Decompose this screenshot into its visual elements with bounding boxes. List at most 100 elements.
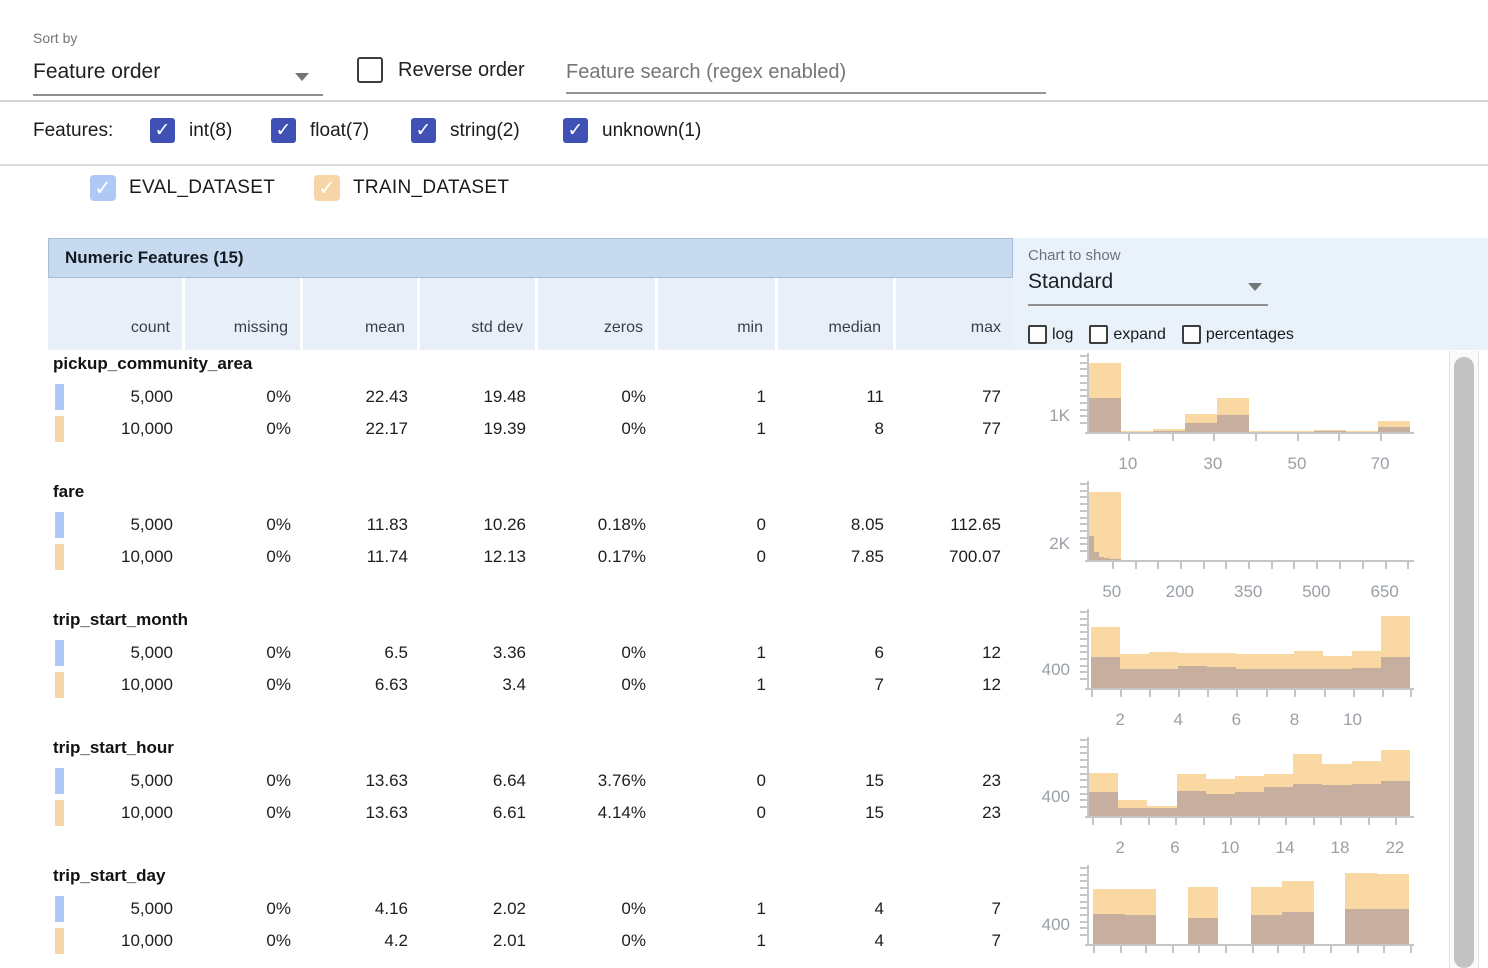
x-axis-tick bbox=[1091, 690, 1094, 697]
chevron-down-icon bbox=[1248, 283, 1262, 291]
dataset-color-chip bbox=[55, 416, 64, 442]
feature-stats-row: 5,000 0% 13.63 6.64 3.76% 0 15 23 bbox=[48, 766, 1013, 796]
stat-cell: 0% bbox=[621, 643, 646, 662]
histogram-bar bbox=[1377, 426, 1410, 432]
stat-cell: 0% bbox=[621, 387, 646, 406]
x-axis-tick bbox=[1410, 946, 1412, 953]
x-axis-tick bbox=[1225, 946, 1228, 953]
stat-cell: 3.4 bbox=[502, 675, 526, 694]
feature-stats-row: 10,000 0% 4.2 2.01 0% 1 4 7 bbox=[48, 926, 1013, 956]
x-axis-tick bbox=[1254, 434, 1257, 441]
feature-block-fare: fare 5,000 0% 11.83 10.26 0.18% 0 8.05 112.65 10,… bbox=[48, 480, 1013, 608]
x-axis-tick-label: 30 bbox=[1203, 454, 1223, 473]
stat-cell: 77 bbox=[982, 419, 1001, 438]
y-axis-tick bbox=[1080, 920, 1087, 923]
log-checkbox[interactable] bbox=[1028, 325, 1047, 344]
eval-dataset-checkbox[interactable] bbox=[90, 175, 116, 201]
y-axis-tick bbox=[1080, 799, 1087, 802]
stat-cell: 0 bbox=[756, 515, 766, 534]
column-header-max: max bbox=[896, 278, 1013, 350]
y-axis bbox=[1087, 609, 1089, 688]
stat-cell: 23 bbox=[982, 771, 1001, 790]
sort-by-select[interactable]: Feature order bbox=[33, 58, 323, 96]
histogram-bar bbox=[1345, 431, 1378, 432]
y-axis-tick bbox=[1080, 880, 1087, 883]
histogram-bar bbox=[1294, 668, 1323, 688]
stat-cell: 0 bbox=[756, 803, 766, 822]
dataset-toggle-train: TRAIN_DATASET bbox=[314, 175, 509, 201]
feature-name: trip_start_month bbox=[53, 610, 189, 629]
y-axis-tick bbox=[1080, 529, 1087, 532]
x-axis-tick bbox=[1236, 690, 1239, 697]
chart-option-percentages: percentages bbox=[1181, 325, 1294, 344]
y-axis-tick bbox=[1080, 927, 1087, 930]
stat-cell: 0% bbox=[621, 419, 646, 438]
column-header-median: median bbox=[778, 278, 893, 350]
stat-cell: 0% bbox=[266, 387, 291, 406]
x-axis-tick bbox=[1277, 946, 1280, 953]
train-dataset-checkbox[interactable] bbox=[314, 175, 340, 201]
x-axis-tick bbox=[1120, 690, 1123, 697]
float-checkbox[interactable] bbox=[271, 118, 296, 143]
y-axis-tick bbox=[1080, 617, 1087, 620]
reverse-order-control: Reverse order bbox=[357, 57, 525, 83]
stat-cell: 19.48 bbox=[483, 387, 526, 406]
x-axis-tick bbox=[1127, 434, 1130, 441]
x-axis-tick bbox=[1381, 690, 1384, 697]
train-dataset-label: TRAIN_DATASET bbox=[353, 177, 510, 198]
int-checkbox[interactable] bbox=[150, 118, 175, 143]
y-axis-tick bbox=[1080, 381, 1087, 384]
histogram-bar bbox=[1251, 914, 1282, 944]
x-axis-tick bbox=[1338, 434, 1341, 441]
y-axis-tick bbox=[1080, 893, 1087, 896]
y-axis-label: 1K bbox=[1049, 405, 1070, 425]
column-header-missing: missing bbox=[185, 278, 300, 350]
y-axis-tick bbox=[1080, 772, 1087, 775]
dataset-color-chip bbox=[55, 800, 64, 826]
x-axis-tick bbox=[1091, 818, 1094, 825]
x-axis-tick bbox=[1134, 562, 1137, 569]
stat-cell: 6.63 bbox=[374, 675, 408, 694]
x-axis-tick bbox=[1172, 434, 1175, 441]
y-axis-tick bbox=[1080, 523, 1087, 526]
x-axis-tick bbox=[1157, 562, 1160, 569]
dataset-color-chip bbox=[55, 896, 64, 922]
stat-cell: 0% bbox=[266, 675, 291, 694]
x-axis-tick-label: 10 bbox=[1118, 454, 1138, 473]
string-checkbox[interactable] bbox=[411, 118, 436, 143]
stat-cell: 8.05 bbox=[850, 515, 884, 534]
stat-cell: 5,000 bbox=[48, 382, 185, 412]
histogram-bar bbox=[1265, 668, 1295, 688]
x-axis-tick bbox=[1172, 946, 1175, 953]
unknown-checkbox[interactable] bbox=[563, 118, 588, 143]
y-axis-tick bbox=[1080, 516, 1087, 519]
stat-cell: 3.36 bbox=[492, 643, 526, 662]
chart-type-select[interactable]: Standard bbox=[1028, 268, 1268, 306]
y-axis-tick bbox=[1080, 806, 1087, 808]
histogram-bar bbox=[1147, 808, 1177, 816]
x-axis-tick bbox=[1367, 818, 1370, 825]
type-filter-label: int(8) bbox=[189, 119, 233, 141]
stat-cell: 7 bbox=[874, 675, 884, 694]
x-axis-tick-label: 10 bbox=[1343, 710, 1362, 729]
feature-stats-row: 10,000 0% 22.17 19.39 0% 1 8 77 bbox=[48, 414, 1013, 444]
stat-cell: 12 bbox=[982, 675, 1001, 694]
stat-cell: 0.17% bbox=[597, 547, 646, 566]
stat-cell: 0% bbox=[621, 931, 646, 950]
x-axis-tick-label: 200 bbox=[1165, 582, 1195, 601]
x-axis-tick-label: 50 bbox=[1102, 582, 1122, 601]
histogram-bar bbox=[1235, 792, 1265, 816]
y-axis-tick bbox=[1080, 644, 1087, 647]
stat-cell: 5,000 bbox=[48, 894, 185, 924]
percentages-checkbox[interactable] bbox=[1181, 325, 1201, 344]
vertical-scrollbar-thumb[interactable] bbox=[1454, 357, 1474, 968]
x-axis-tick bbox=[1294, 690, 1297, 697]
histogram-bar bbox=[1089, 492, 1122, 560]
x-axis-tick bbox=[1212, 434, 1215, 441]
reverse-order-checkbox[interactable] bbox=[357, 57, 383, 83]
y-axis-tick bbox=[1080, 752, 1087, 755]
feature-search-input[interactable] bbox=[566, 52, 1046, 92]
feature-search bbox=[566, 52, 1046, 94]
expand-checkbox[interactable] bbox=[1089, 325, 1109, 344]
y-axis-tick bbox=[1080, 678, 1087, 680]
